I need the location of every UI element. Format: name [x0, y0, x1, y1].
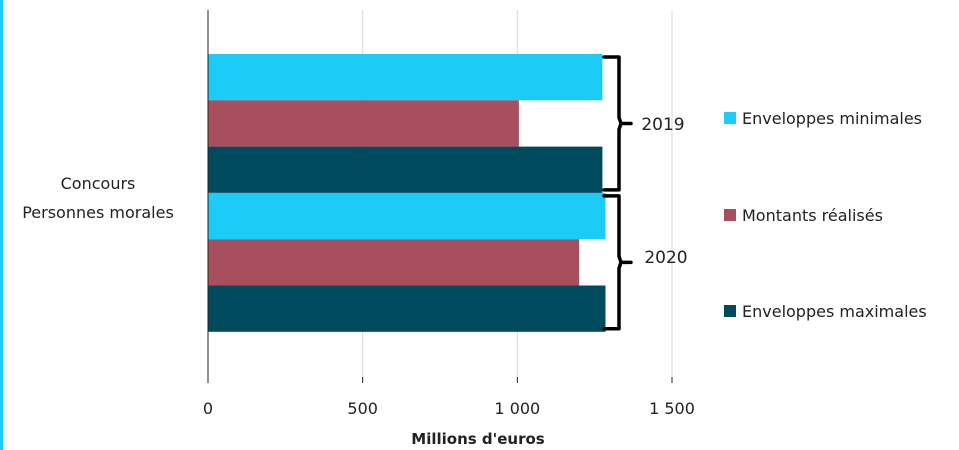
legend-swatch-enveloppes-maximales: [724, 305, 736, 317]
legend: Enveloppes minimales Montants réalisés E…: [724, 109, 927, 321]
bar-2020-montants-realises: [208, 239, 580, 286]
legend-label-enveloppes-minimales: Enveloppes minimales: [742, 109, 922, 128]
year-label-2019: 2019: [641, 115, 684, 135]
frame-accent-bar: [0, 0, 3, 450]
legend-swatch-enveloppes-minimales: [724, 112, 736, 124]
year-brackets: [602, 55, 633, 331]
category-label-line-1: Concours: [61, 174, 136, 193]
bracket-2020: [602, 194, 633, 331]
bar-2020-enveloppes-maximales: [208, 285, 606, 332]
bar-2020-enveloppes-minimales: [208, 192, 606, 240]
x-tick-label-2: 1 000: [494, 399, 540, 418]
x-axis-title: Millions d'euros: [411, 430, 545, 448]
bars: [208, 54, 606, 332]
legend-swatch-montants-realises: [724, 209, 736, 221]
x-axis-ticks: 0 500 1 000 1 500: [203, 377, 695, 418]
x-tick-label-0: 0: [203, 399, 213, 418]
bar-2019-montants-realises: [208, 100, 519, 147]
category-label-line-2: Personnes morales: [22, 203, 174, 222]
bar-2019-enveloppes-maximales: [208, 146, 603, 193]
x-tick-label-1: 500: [347, 399, 378, 418]
year-label-2020: 2020: [644, 248, 687, 268]
bar-2019-enveloppes-minimales: [208, 54, 603, 101]
x-tick-label-3: 1 500: [649, 399, 695, 418]
legend-label-montants-realises: Montants réalisés: [742, 206, 883, 225]
legend-label-enveloppes-maximales: Enveloppes maximales: [742, 302, 927, 321]
bracket-2019: [602, 55, 633, 192]
